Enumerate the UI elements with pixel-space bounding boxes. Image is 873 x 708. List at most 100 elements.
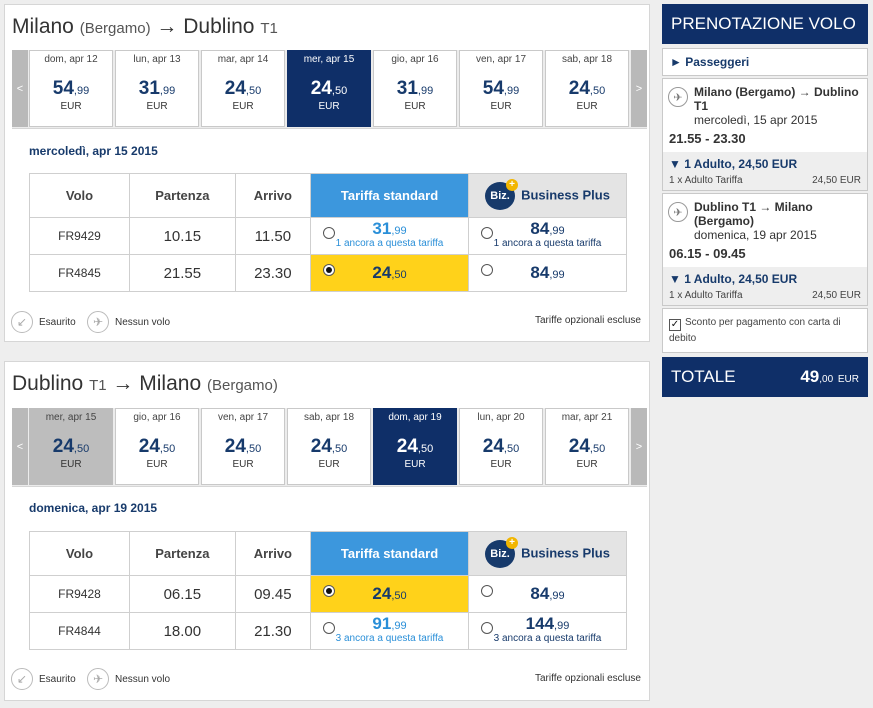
date-option[interactable]: lun, apr 13 31,99 EUR [115,50,199,127]
departure-time: 06.15 [129,575,236,613]
debit-card-discount: ✓ Sconto per pagamento con carta di debit… [662,308,868,353]
soldout-label: Esaurito [39,316,76,328]
fare-radio[interactable] [481,264,493,276]
date-price: 24,50 [138,436,176,457]
date-label: lun, apr 13 [133,54,181,65]
outbound-summary-times: 21.55 - 23.30 [669,131,746,146]
next-dates-button[interactable]: > [631,408,647,485]
flight-number: FR9429 [29,217,130,255]
fare-availability-note: 3 ancora a questa tariffa [493,633,602,644]
standard-fare-option[interactable]: 24,50 [310,254,469,292]
date-label: dom, apr 19 [388,412,442,423]
date-option[interactable]: dom, apr 12 54,99 EUR [29,50,113,127]
date-label: mar, apr 14 [217,54,269,65]
date-currency: EUR [318,101,340,112]
outbound-adult-fare[interactable]: ▼ 1 Adulto, 24,50 EUR 1 x Adulto Tariffa… [663,152,867,190]
date-option[interactable]: mar, apr 14 24,50 EUR [201,50,285,127]
next-dates-button[interactable]: > [631,50,647,127]
date-option[interactable]: sab, apr 18 24,50 EUR [287,408,371,485]
flight-number: FR4844 [29,612,130,650]
date-label: mar, apr 21 [561,412,613,423]
outbound-adult-price: 24,50 EUR [812,175,861,186]
biz-logo-icon: Biz. + [485,178,519,210]
date-option[interactable]: mer, apr 15 24,50 EUR [287,50,371,127]
col-departure-header: Partenza [129,531,236,576]
date-option[interactable]: ven, apr 17 54,99 EUR [459,50,543,127]
fare-price: 24,50 [372,584,407,603]
fare-radio[interactable] [481,622,493,634]
date-label: ven, apr 17 [217,412,269,423]
standard-fare-option[interactable]: 24,50 [310,575,469,613]
to-city: Milano [139,372,202,395]
plane-icon: ✈ [668,87,688,107]
date-option[interactable]: mer, apr 15 24,50 EUR [29,408,113,485]
col-departure-header: Partenza [129,173,236,218]
outbound-panel: Milano (Bergamo) → Dublino T1 < > dom, a… [4,4,650,342]
inbound-route-title: Dublino T1 → Milano (Bergamo) [12,372,278,396]
inbound-adult-price: 24,50 EUR [812,290,861,301]
flight-row: FR4844 18.00 21.30 91,99 3 ancora a questa t… [29,612,627,650]
date-option[interactable]: ven, apr 17 24,50 EUR [201,408,285,485]
outbound-summary-date: mercoledì, 15 apr 2015 [694,113,818,127]
date-price: 24,50 [310,436,348,457]
fare-price: 84,99 [530,584,565,603]
fare-radio[interactable] [323,227,335,239]
date-label: gio, apr 16 [133,412,181,423]
noflight-icon: ✈ [87,311,109,333]
date-currency: EUR [576,101,598,112]
date-option[interactable]: gio, apr 16 31,99 EUR [373,50,457,127]
date-price: 24,50 [568,436,606,457]
fare-radio[interactable] [481,585,493,597]
fare-price: 24,50 [372,263,407,282]
passengers-toggle[interactable]: ► Passeggeri [670,55,750,69]
prev-dates-button[interactable]: < [12,50,28,127]
flight-row: FR9428 06.15 09.45 24,50 84,99 [29,575,627,613]
total-amount: 49,00 EUR [800,367,859,387]
date-option[interactable]: mar, apr 21 24,50 EUR [545,408,629,485]
date-option[interactable]: gio, apr 16 24,50 EUR [115,408,199,485]
standard-fare-option[interactable]: 31,99 1 ancora a questa tariffa [310,217,469,255]
departure-time: 10.15 [129,217,236,255]
date-price: 54,99 [52,78,90,99]
date-currency: EUR [576,459,598,470]
plane-icon: ✈ [668,202,688,222]
total-currency: EUR [837,374,859,385]
fare-radio[interactable] [323,622,335,634]
inbound-summary-date: domenica, 19 apr 2015 [694,228,817,242]
prev-dates-button[interactable]: < [12,408,28,485]
date-price: 24,50 [52,436,90,457]
fare-radio[interactable] [323,264,335,276]
noflight-label: Nessun volo [115,316,171,328]
inbound-adult-label: 1 x Adulto Tariffa [669,290,743,301]
fare-radio[interactable] [481,227,493,239]
soldout-icon: ↙ [11,668,33,690]
optional-fares-note: Tariffe opzionali escluse [535,315,641,326]
business-plus-option[interactable]: 84,99 1 ancora a questa tariffa [468,217,627,255]
business-plus-option[interactable]: 84,99 [468,254,627,292]
inbound-date-bar: < > mer, apr 15 24,50 EUR gio, apr 16 24,50 E… [12,408,647,487]
date-currency: EUR [490,459,512,470]
legend-noflight: ✈ Nessun volo [87,311,170,333]
date-option[interactable]: lun, apr 20 24,50 EUR [459,408,543,485]
biz-logo-icon: Biz. + [485,536,519,568]
inbound-summary: ✈ Dublino T1 → Milano (Bergamo) domenica… [662,193,868,306]
col-arrival-header: Arrivo [234,531,312,576]
total-dec: ,00 [819,374,834,385]
date-option[interactable]: sab, apr 18 24,50 EUR [545,50,629,127]
inbound-adult-fare[interactable]: ▼ 1 Adulto, 24,50 EUR 1 x Adulto Tariffa… [663,267,867,305]
standard-fare-option[interactable]: 91,99 3 ancora a questa tariffa [310,612,469,650]
date-price: 24,50 [224,78,262,99]
business-plus-option[interactable]: 84,99 [468,575,627,613]
fare-availability-note: 1 ancora a questa tariffa [493,238,602,249]
date-price: 24,50 [396,436,434,457]
date-label: ven, apr 17 [475,54,527,65]
date-option[interactable]: dom, apr 19 24,50 EUR [373,408,457,485]
date-label: lun, apr 20 [477,412,525,423]
business-plus-option[interactable]: 144,99 3 ancora a questa tariffa [468,612,627,650]
fare-price: 84,99 [530,263,565,282]
noflight-icon: ✈ [87,668,109,690]
col-flight-header: Volo [29,531,130,576]
inbound-summary-times: 06.15 - 09.45 [669,246,746,261]
fare-radio[interactable] [323,585,335,597]
discount-checkbox[interactable]: ✓ [669,319,681,331]
